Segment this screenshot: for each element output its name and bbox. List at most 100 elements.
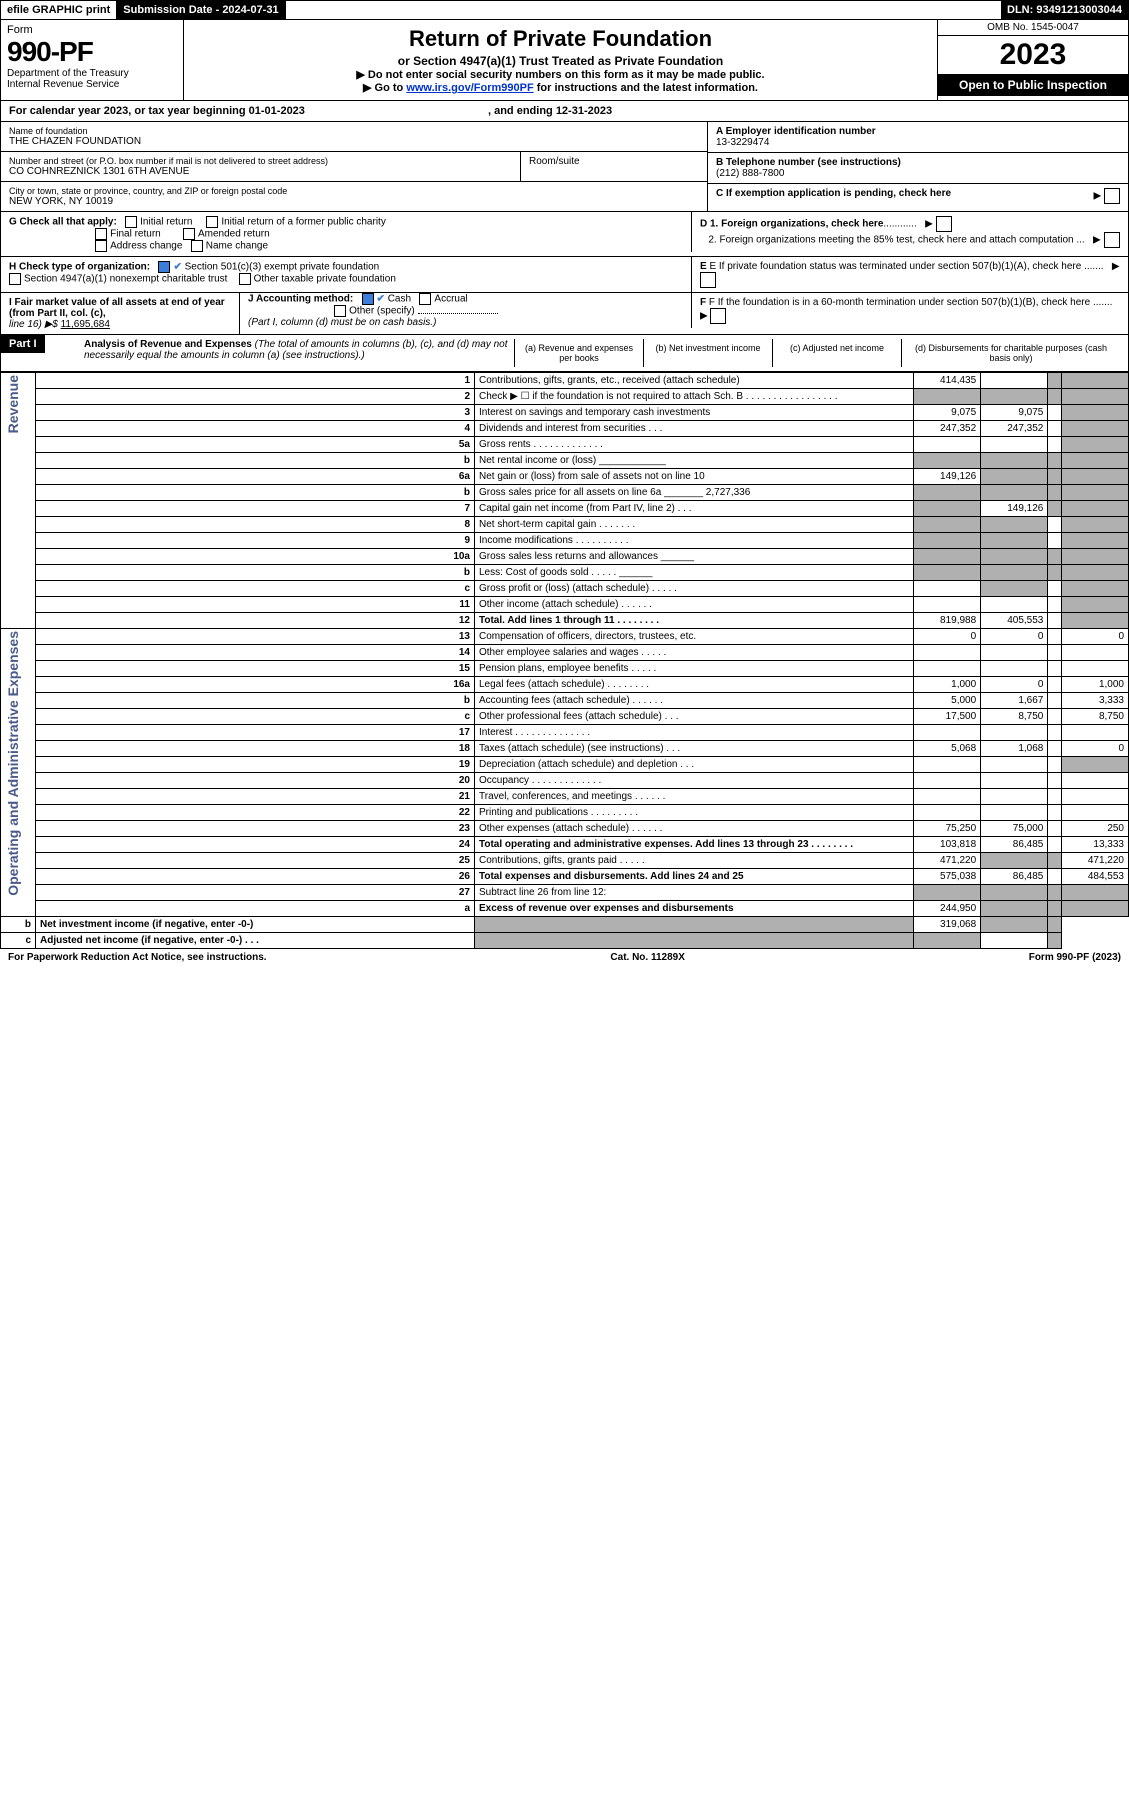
h-other-tax-checkbox[interactable]	[239, 273, 251, 285]
table-cell	[914, 885, 981, 901]
table-cell	[1061, 805, 1128, 821]
efile-print-button[interactable]: efile GRAPHIC print	[1, 1, 117, 19]
h-4947-checkbox[interactable]	[9, 273, 21, 285]
line-number: 23	[36, 821, 475, 837]
table-cell	[1061, 485, 1128, 501]
line-number: 21	[36, 789, 475, 805]
table-cell	[1061, 421, 1128, 437]
table-cell	[1048, 773, 1061, 789]
line-number: 13	[36, 629, 475, 645]
table-cell: 247,352	[981, 421, 1048, 437]
table-cell	[1048, 693, 1061, 709]
table-row: 7Capital gain net income (from Part IV, …	[1, 501, 1129, 517]
c-pending-checkbox[interactable]	[1104, 188, 1120, 204]
table-cell	[1061, 533, 1128, 549]
table-cell: 0	[1061, 741, 1128, 757]
table-cell	[1061, 373, 1128, 389]
line-description: Gross rents . . . . . . . . . . . . .	[475, 437, 914, 453]
e-checkbox[interactable]	[700, 272, 716, 288]
table-cell	[1048, 453, 1061, 469]
table-row: 6aNet gain or (loss) from sale of assets…	[1, 469, 1129, 485]
table-cell	[914, 517, 981, 533]
j-other-checkbox[interactable]	[334, 305, 346, 317]
table-cell: 247,352	[914, 421, 981, 437]
tax-year: 2023	[938, 36, 1128, 74]
table-row: 24Total operating and administrative exp…	[1, 837, 1129, 853]
line-description: Net short-term capital gain . . . . . . …	[475, 517, 914, 533]
table-row: 22Printing and publications . . . . . . …	[1, 805, 1129, 821]
g-namechange-checkbox[interactable]	[191, 240, 203, 252]
table-cell: 0	[981, 677, 1048, 693]
g-amended-checkbox[interactable]	[183, 228, 195, 240]
g-addrchange-checkbox[interactable]	[95, 240, 107, 252]
table-cell	[914, 437, 981, 453]
table-cell: 0	[914, 629, 981, 645]
line-description: Adjusted net income (if negative, enter …	[36, 933, 475, 949]
cat-no: Cat. No. 11289X	[610, 952, 684, 963]
room-suite: Room/suite	[520, 152, 707, 181]
paperwork-notice: For Paperwork Reduction Act Notice, see …	[8, 952, 267, 963]
h-501c3-checkbox[interactable]	[158, 261, 170, 273]
form-subtitle: or Section 4947(a)(1) Trust Treated as P…	[190, 54, 931, 68]
form990pf-link[interactable]: www.irs.gov/Form990PF	[406, 82, 533, 94]
g-final-checkbox[interactable]	[95, 228, 107, 240]
f-checkbox[interactable]	[710, 308, 726, 324]
table-cell	[1061, 405, 1128, 421]
table-cell	[914, 597, 981, 613]
line-number: 14	[36, 645, 475, 661]
line-number: 5a	[36, 437, 475, 453]
table-cell	[1048, 805, 1061, 821]
line-number: c	[1, 933, 36, 949]
table-row: 3Interest on savings and temporary cash …	[1, 405, 1129, 421]
line-number: b	[36, 453, 475, 469]
table-cell: 484,553	[1061, 869, 1128, 885]
line-description: Occupancy . . . . . . . . . . . . .	[475, 773, 914, 789]
table-cell	[1048, 885, 1061, 901]
j-accrual-checkbox[interactable]	[419, 293, 431, 305]
d2-checkbox[interactable]	[1104, 232, 1120, 248]
g-initial-pub-checkbox[interactable]	[206, 216, 218, 228]
part1-title: Analysis of Revenue and Expenses	[84, 339, 252, 350]
table-cell	[914, 789, 981, 805]
table-row: bLess: Cost of goods sold . . . . . ____…	[1, 565, 1129, 581]
table-row: 23Other expenses (attach schedule) . . .…	[1, 821, 1129, 837]
form-label: Form	[7, 24, 177, 36]
table-row: 14Other employee salaries and wages . . …	[1, 645, 1129, 661]
irs-label: Internal Revenue Service	[7, 79, 177, 90]
name-label: Name of foundation	[9, 126, 699, 136]
line-number: 18	[36, 741, 475, 757]
table-row: 9Income modifications . . . . . . . . . …	[1, 533, 1129, 549]
line-number: 17	[36, 725, 475, 741]
note-goto: ▶ Go to www.irs.gov/Form990PF for instru…	[190, 81, 931, 94]
line-description: Other expenses (attach schedule) . . . .…	[475, 821, 914, 837]
j-cash-checkbox[interactable]	[362, 293, 374, 305]
table-row: 26Total expenses and disbursements. Add …	[1, 869, 1129, 885]
table-cell	[1061, 437, 1128, 453]
line-description: Excess of revenue over expenses and disb…	[475, 901, 914, 917]
line-description: Printing and publications . . . . . . . …	[475, 805, 914, 821]
table-row: cGross profit or (loss) (attach schedule…	[1, 581, 1129, 597]
dept-treasury: Department of the Treasury	[7, 68, 177, 79]
table-cell	[981, 645, 1048, 661]
table-row: cOther professional fees (attach schedul…	[1, 709, 1129, 725]
table-cell	[981, 757, 1048, 773]
foundation-city: NEW YORK, NY 10019	[9, 196, 699, 207]
g-initial-checkbox[interactable]	[125, 216, 137, 228]
table-cell: 75,000	[981, 821, 1048, 837]
line-description: Gross profit or (loss) (attach schedule)…	[475, 581, 914, 597]
table-row: 19Depreciation (attach schedule) and dep…	[1, 757, 1129, 773]
section-i-j-f: I Fair market value of all assets at end…	[0, 293, 1129, 335]
line-description: Less: Cost of goods sold . . . . . _____…	[475, 565, 914, 581]
line-number: b	[36, 485, 475, 501]
table-cell	[1048, 373, 1061, 389]
table-cell: 244,950	[914, 901, 981, 917]
part1-label: Part I	[1, 335, 45, 353]
table-cell	[981, 453, 1048, 469]
h-label: H Check type of organization:	[9, 262, 150, 273]
tel-label: B Telephone number (see instructions)	[716, 157, 1120, 168]
table-cell	[1048, 629, 1061, 645]
table-cell	[1061, 565, 1128, 581]
d1-checkbox[interactable]	[936, 216, 952, 232]
table-cell	[1061, 389, 1128, 405]
table-row: 27Subtract line 26 from line 12:	[1, 885, 1129, 901]
